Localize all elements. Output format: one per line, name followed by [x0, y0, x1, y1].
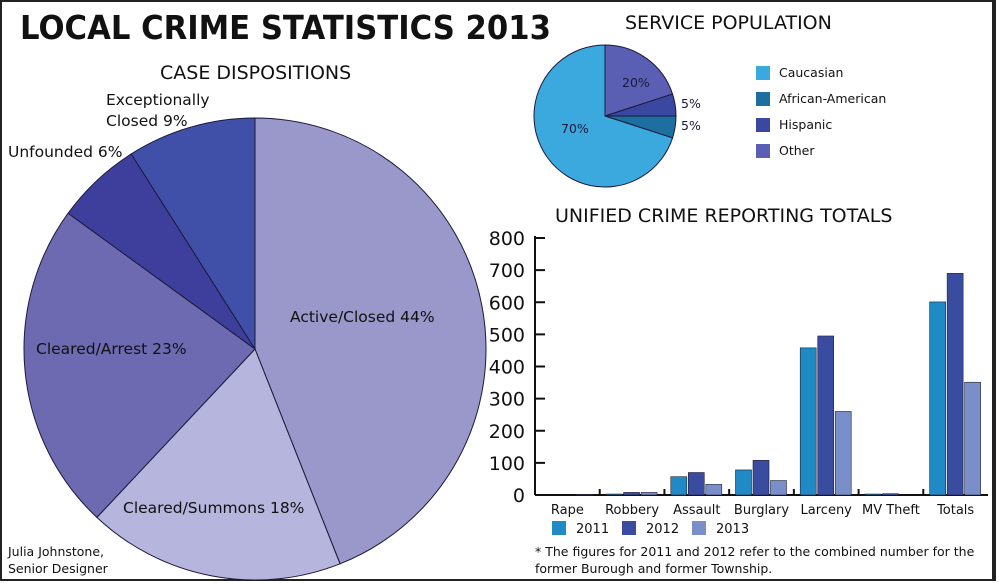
case-pie-slice-4 [130, 117, 256, 351]
bar-2013-Assault [705, 484, 723, 496]
y-tick-label-400: 400 [489, 357, 525, 379]
x-tick-label-5: MV Theft [862, 503, 920, 518]
case-pie-slice-1 [96, 348, 341, 581]
footnote-line2: former Burough and former Township. [535, 561, 773, 576]
case-pie-label-4-line0: Exceptionally [106, 91, 210, 109]
service-pie-slice-0 [604, 44, 674, 117]
bar-legend-label-2: 2013 [716, 522, 749, 537]
y-tick-label-800: 800 [489, 228, 525, 250]
bar-2012-MV-Theft [882, 493, 899, 496]
service-pie-data-label-2: 5% [681, 118, 701, 133]
legend-swatch-2 [756, 118, 770, 132]
bar-legend-swatch-2 [692, 521, 706, 535]
legend-swatch-3 [756, 144, 770, 158]
footnote: * The figures for 2011 and 2012 refer to… [535, 543, 974, 577]
page-title: LOCAL CRIME STATISTICS 2013 [20, 8, 551, 47]
bar-2013-Burglary [770, 480, 787, 496]
case-pie-label-0: Active/Closed 44% [290, 308, 435, 326]
bar-legend-swatch-1 [622, 521, 636, 535]
y-tick-label-500: 500 [489, 324, 525, 346]
bar-2011-Burglary [735, 469, 752, 496]
case-dispositions-title: CASE DISPOSITIONS [160, 62, 352, 84]
credit-line1: Julia Johnstone, [8, 544, 105, 559]
bar-2012-Robbery [623, 492, 640, 496]
x-tick-label-4: Larceny [801, 503, 853, 518]
bar-2013-Robbery [640, 492, 658, 496]
case-pie-label-4-line1: Closed 9% [106, 112, 188, 130]
bar-2012-Larceny [817, 335, 835, 496]
x-tick-label-0: Rape [551, 503, 584, 518]
bar-2013-Larceny [834, 411, 852, 496]
bar-2011-Robbery [605, 493, 623, 496]
footnote-line1: * The figures for 2011 and 2012 refer to… [535, 544, 975, 559]
service-pie-data-label-3: 70% [561, 121, 589, 136]
bar-2011-Larceny [799, 347, 817, 496]
bar-2011-MV-Theft [864, 493, 882, 496]
service-pie-data-label-1: 5% [681, 96, 701, 111]
bar-legend-swatch-0 [552, 521, 566, 535]
bar-2012-Burglary [752, 460, 770, 496]
legend-label-1: African-American [779, 91, 886, 106]
legend-label-2: Hispanic [779, 117, 832, 132]
case-pie-label-3: Unfounded 6% [8, 143, 123, 161]
x-tick-label-1: Robbery [605, 503, 659, 518]
ucr-totals-title: UNIFIED CRIME REPORTING TOTALS [555, 205, 893, 227]
y-tick-label-300: 300 [489, 389, 525, 411]
bar-2013-Totals [964, 381, 981, 496]
y-tick-label-700: 700 [489, 260, 525, 282]
service-population-title: SERVICE POPULATION [625, 12, 832, 34]
x-tick-label-6: Totals [936, 503, 974, 518]
case-pie-slice-2 [23, 212, 256, 519]
bar-legend-label-1: 2012 [646, 522, 679, 537]
x-tick-label-3: Burglary [734, 503, 789, 518]
legend-swatch-0 [756, 66, 770, 80]
bar-2012-Assault [687, 472, 705, 496]
service-pie-data-label-0: 20% [622, 75, 650, 90]
bar-2012-Totals [946, 273, 964, 496]
credit: Julia Johnstone, Senior Designer [8, 543, 108, 577]
case-pie-slice-0 [254, 117, 487, 565]
bar-legend-label-0: 2011 [576, 522, 609, 537]
case-pie-label-2: Cleared/Arrest 23% [36, 340, 187, 358]
bar-2011-Assault [670, 476, 688, 496]
y-tick-label-200: 200 [489, 421, 525, 443]
case-pie-label-1: Cleared/Summons 18% [123, 499, 304, 517]
legend-swatch-1 [756, 92, 770, 106]
service-pie-slice-3 [533, 44, 674, 188]
legend-label-0: Caucasian [779, 65, 843, 80]
y-tick-label-100: 100 [489, 453, 525, 475]
bar-2013-Rape [576, 494, 593, 496]
bar-2011-Totals [929, 301, 946, 496]
legend-label-3: Other [779, 143, 815, 158]
credit-line2: Senior Designer [8, 561, 108, 576]
y-tick-label-600: 600 [489, 292, 525, 314]
y-tick-label-0: 0 [513, 485, 525, 507]
x-tick-label-2: Assault [673, 503, 720, 518]
